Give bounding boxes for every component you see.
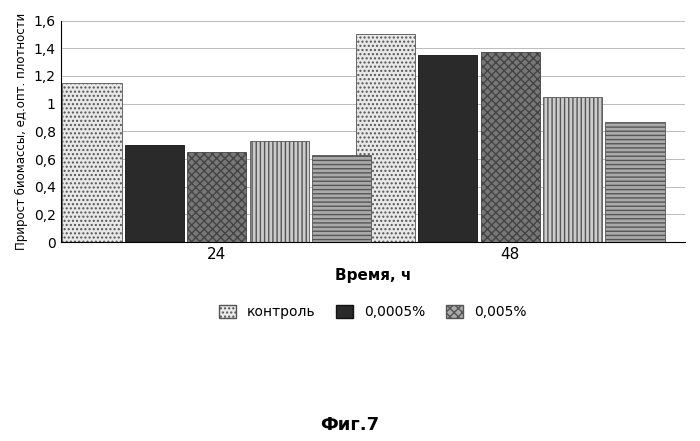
Bar [543,97,602,242]
Bar [125,145,184,242]
Bar [480,52,540,242]
Text: Фиг.7: Фиг.7 [321,416,379,434]
Legend: контроль, 0,0005%, 0,005%: контроль, 0,0005%, 0,005% [219,306,526,319]
Bar [356,34,415,242]
X-axis label: Время, ч: Время, ч [335,268,411,283]
Bar [606,122,665,242]
Y-axis label: Прирост биомассы, ед.опт. плотности: Прирост биомассы, ед.опт. плотности [15,13,28,250]
Bar [312,155,371,242]
Bar [418,55,477,242]
Bar [62,83,122,242]
Bar [249,141,309,242]
Bar [187,152,246,242]
